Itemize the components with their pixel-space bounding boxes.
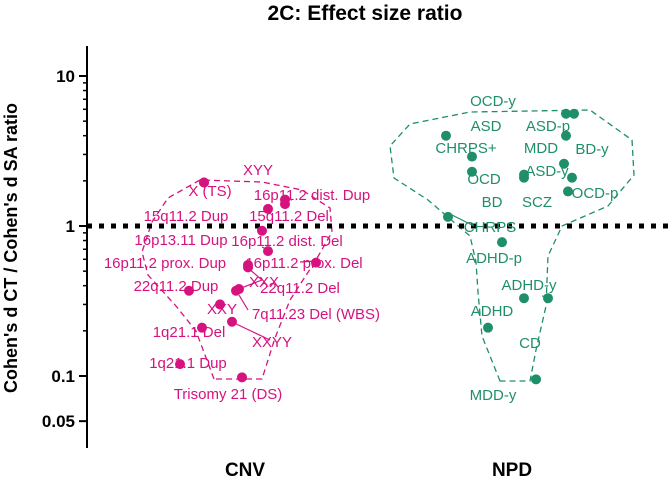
leader-line bbox=[235, 279, 263, 291]
y-tick-label: 1 bbox=[66, 217, 75, 236]
point-label: OCD-p bbox=[572, 185, 619, 202]
point-label: 16p11.2 dist. Dup bbox=[254, 187, 370, 204]
data-labels: XYY X (TS) 16p11.2 dist. Dup 15q11.2 Dup 15q… bbox=[104, 93, 618, 404]
point-label: MDD bbox=[524, 140, 558, 157]
y-axis-label: Cohen's d CT / Cohen's d SA ratio bbox=[1, 103, 21, 393]
x-category-label: CNV bbox=[225, 460, 265, 480]
leader-line bbox=[238, 294, 249, 311]
data-point bbox=[543, 293, 553, 304]
data-point bbox=[175, 359, 185, 370]
data-point bbox=[263, 203, 273, 214]
data-point bbox=[497, 237, 507, 248]
y-tick-label: 10 bbox=[56, 67, 75, 86]
data-point bbox=[280, 199, 290, 210]
data-point bbox=[467, 166, 477, 177]
data-point bbox=[467, 151, 477, 162]
y-tick-label: 0.05 bbox=[42, 412, 75, 431]
data-point bbox=[563, 186, 573, 197]
point-label: BD bbox=[482, 194, 503, 211]
data-point bbox=[311, 257, 321, 268]
point-label: 1q21.1 Dup bbox=[149, 355, 227, 372]
point-label: 15q11.2 Del bbox=[249, 208, 329, 225]
data-point bbox=[519, 169, 529, 180]
x-category-label: NPD bbox=[492, 460, 532, 480]
leader-line bbox=[447, 212, 475, 227]
point-label: ASD bbox=[471, 118, 502, 135]
point-label: BD-y bbox=[575, 141, 609, 158]
point-label: Trisomy 21 (DS) bbox=[174, 386, 283, 403]
point-label: 22q11.2 Del bbox=[260, 280, 340, 297]
point-label: XYY bbox=[243, 162, 273, 179]
point-label: CD bbox=[519, 335, 541, 352]
leader-line bbox=[231, 321, 271, 341]
data-point bbox=[197, 322, 207, 333]
point-label: SCZ bbox=[522, 194, 552, 211]
axes: 10 1 0.1 0.05 CNV NPD bbox=[42, 46, 532, 480]
point-label: OCD-y bbox=[470, 93, 516, 110]
data-point bbox=[215, 299, 225, 310]
leader-line bbox=[247, 267, 263, 281]
data-point bbox=[237, 372, 247, 383]
point-label: ADHD-p bbox=[466, 250, 522, 267]
data-point bbox=[561, 130, 571, 141]
data-point bbox=[441, 130, 451, 141]
data-point bbox=[227, 316, 237, 327]
point-label: 7q11.23 Del (WBS) bbox=[252, 306, 380, 323]
data-points bbox=[175, 108, 579, 385]
chart-title: 2C: Effect size ratio bbox=[268, 2, 463, 25]
point-label: ADHD-y bbox=[502, 277, 557, 294]
point-label: ADHD bbox=[471, 303, 514, 320]
data-point bbox=[559, 158, 569, 169]
point-label: XXY bbox=[207, 301, 237, 318]
data-point bbox=[569, 108, 579, 119]
data-point bbox=[519, 293, 529, 304]
point-label: ASD-p bbox=[526, 118, 570, 135]
point-label: 22q11.2 Dup bbox=[134, 278, 219, 295]
data-point bbox=[531, 374, 541, 385]
leader-line bbox=[284, 197, 293, 201]
point-label: 16p13.11 Dup bbox=[134, 232, 227, 249]
point-label: CHRPS bbox=[464, 219, 517, 236]
leader-line bbox=[299, 260, 317, 263]
point-label: ASD-y bbox=[525, 163, 569, 180]
data-point bbox=[483, 322, 493, 333]
data-point bbox=[567, 172, 577, 183]
point-label: 15q11.2 Dup bbox=[144, 208, 229, 225]
y-tick-label: 0.1 bbox=[51, 367, 75, 386]
point-label: XXX bbox=[249, 274, 279, 291]
point-label: XXYY bbox=[252, 334, 292, 351]
data-point bbox=[257, 225, 267, 236]
point-label: 1q21.1 Del bbox=[153, 324, 226, 341]
data-point bbox=[199, 177, 209, 188]
cnv-outline bbox=[141, 179, 333, 380]
point-label: 16p11.2 prox. Dup bbox=[104, 255, 226, 272]
point-label: 16p11.2 prox. Del bbox=[245, 255, 362, 272]
point-label: MDD-y bbox=[470, 387, 517, 404]
leader-line bbox=[261, 246, 269, 251]
data-point bbox=[184, 285, 194, 296]
point-label: OCD bbox=[467, 171, 501, 188]
point-label: 16p11.2 dist. Del bbox=[231, 233, 342, 250]
point-label: CHRPS+ bbox=[435, 140, 497, 157]
data-point bbox=[561, 108, 571, 119]
data-point bbox=[243, 259, 253, 270]
point-label: X (TS) bbox=[188, 183, 231, 200]
leader-line bbox=[541, 295, 549, 298]
